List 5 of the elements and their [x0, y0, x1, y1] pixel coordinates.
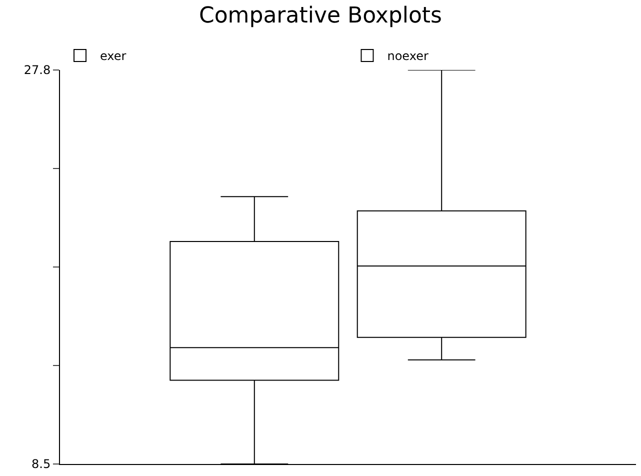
chart-title: Comparative Boxplots: [198, 4, 442, 29]
y-tick-label: 8.5: [32, 457, 51, 472]
legend-label: noexer: [387, 49, 428, 64]
legend-label: exer: [100, 49, 126, 64]
y-tick-label: 27.8: [24, 63, 51, 78]
